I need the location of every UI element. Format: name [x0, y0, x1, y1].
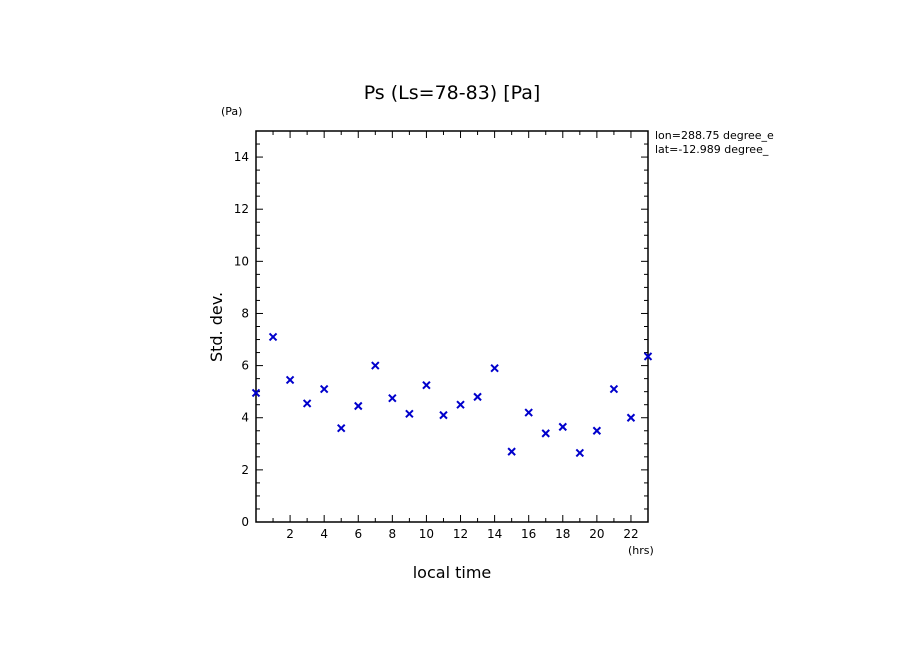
data-point	[371, 361, 380, 370]
data-point	[643, 352, 653, 361]
data-point	[524, 408, 533, 417]
data-point-stroke	[405, 409, 414, 419]
data-point-stroke	[558, 422, 567, 432]
y-tick-label: 12	[234, 202, 249, 216]
x-tick-label: 4	[320, 527, 328, 541]
data-point	[422, 380, 431, 390]
data-point	[268, 332, 278, 342]
y-tick-label: 10	[234, 254, 249, 268]
y-tick-label: 6	[241, 359, 249, 373]
data-point-stroke	[354, 401, 363, 411]
axis-ticks: 2 4 6 8 10 12 14 16 18 20 22 0 2 4 6 8 10 12 14	[234, 130, 649, 541]
data-point	[285, 375, 295, 385]
data-point	[473, 392, 482, 402]
x-tick-label: 22	[623, 527, 638, 541]
x-tick-label: 20	[589, 527, 604, 541]
data-point	[507, 447, 516, 456]
x-tick-label: 8	[389, 527, 397, 541]
data-point-stroke	[422, 380, 431, 390]
data-point	[302, 399, 312, 408]
data-point-stroke	[302, 399, 312, 408]
data-point-stroke	[268, 332, 278, 342]
data-point-stroke	[541, 429, 550, 438]
data-point-stroke	[337, 423, 346, 433]
x-tick-label: 10	[419, 527, 434, 541]
y-axis-label: Std. dev.	[207, 292, 226, 362]
data-point-stroke	[575, 448, 585, 458]
y-tick-label: 8	[241, 306, 249, 320]
data-point	[541, 429, 550, 438]
data-point	[405, 409, 414, 419]
data-point	[337, 423, 346, 433]
x-tick-label: 14	[487, 527, 502, 541]
data-point	[456, 400, 465, 409]
x-axis-unit: (hrs)	[628, 544, 654, 557]
data-point-stroke	[473, 392, 482, 402]
data-point	[439, 410, 448, 420]
data-point-stroke	[251, 388, 261, 398]
annotation-lat: lat=-12.989 degree_	[655, 143, 769, 156]
data-point-stroke	[626, 413, 636, 422]
data-point-stroke	[507, 447, 516, 456]
y-tick-label: 4	[241, 411, 249, 425]
x-tick-label: 18	[555, 527, 570, 541]
data-point	[354, 401, 363, 411]
data-point-stroke	[319, 384, 329, 394]
x-tick-label: 12	[453, 527, 468, 541]
data-point-stroke	[524, 408, 533, 417]
y-tick-label: 2	[241, 463, 249, 477]
annotation-lon: lon=288.75 degree_e	[655, 129, 774, 142]
data-point-stroke	[643, 352, 653, 361]
data-point-stroke	[456, 400, 465, 409]
x-tick-label: 6	[354, 527, 362, 541]
data-point-stroke	[439, 410, 448, 420]
x-axis-label: local time	[413, 563, 492, 582]
data-point-stroke	[490, 363, 499, 373]
data-point-stroke	[388, 393, 397, 403]
data-point	[592, 426, 602, 435]
y-tick-label: 0	[241, 515, 249, 529]
data-point	[575, 448, 585, 458]
data-point	[388, 393, 397, 403]
x-tick-label: 16	[521, 527, 536, 541]
data-point	[626, 413, 636, 422]
y-tick-label: 14	[234, 150, 249, 164]
x-tick-label: 2	[286, 527, 294, 541]
data-point-stroke	[609, 384, 619, 394]
data-point	[558, 422, 567, 432]
data-point	[251, 388, 261, 398]
data-point	[609, 384, 619, 394]
plot-frame	[255, 130, 649, 523]
data-point-stroke	[285, 375, 295, 385]
data-point-stroke	[592, 426, 602, 435]
data-points	[251, 332, 653, 458]
chart-title: Ps (Ls=78-83) [Pa]	[364, 82, 541, 104]
plot-border	[255, 130, 649, 523]
data-point	[319, 384, 329, 394]
data-point-stroke	[371, 361, 380, 370]
y-axis-unit: (Pa)	[221, 105, 242, 118]
data-point	[490, 363, 499, 373]
